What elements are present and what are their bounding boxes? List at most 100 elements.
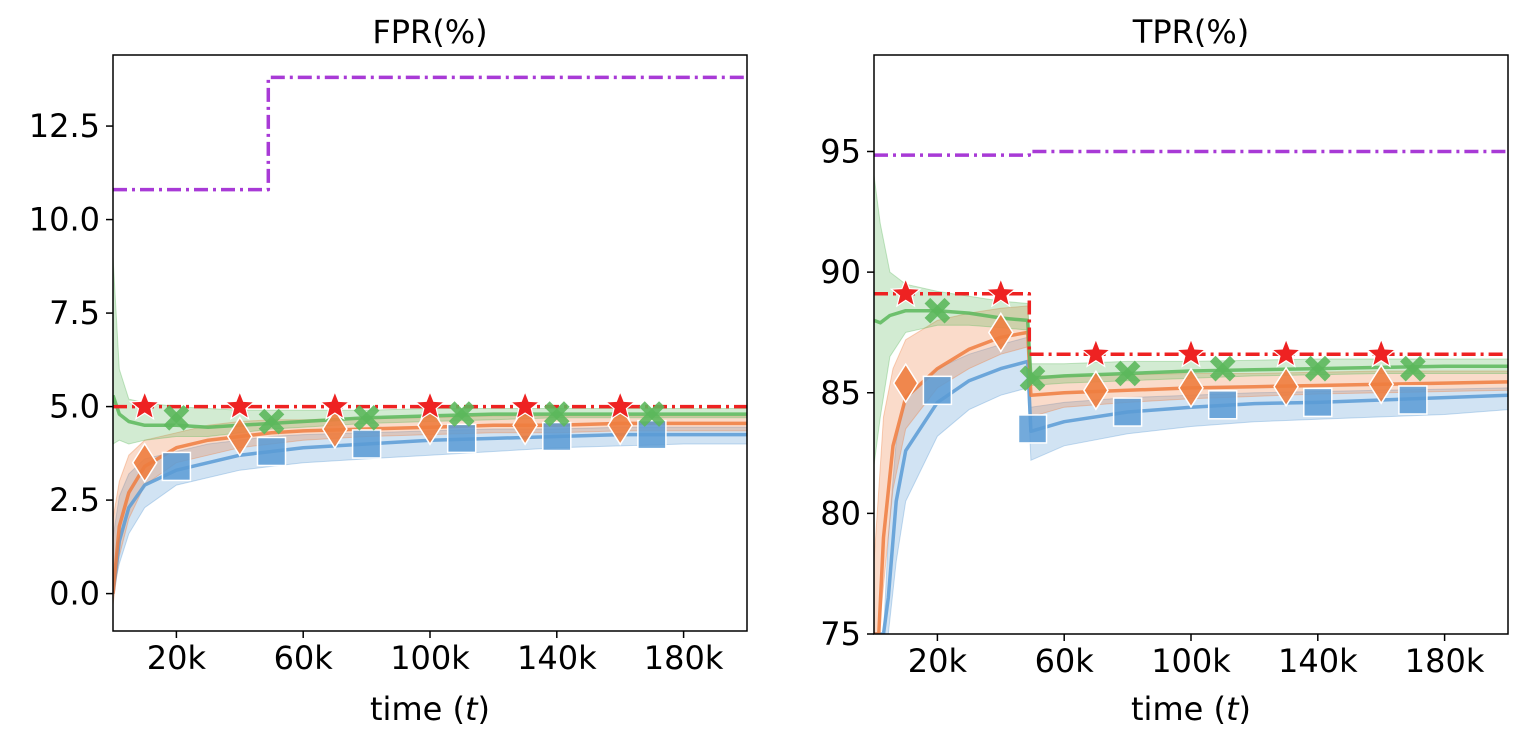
square-marker	[1207, 390, 1238, 420]
x-tick-label: 100k	[390, 639, 470, 677]
axes-frame	[112, 54, 748, 632]
star-marker	[1270, 337, 1302, 368]
x-tick-label: 60k	[274, 639, 334, 677]
x-tick-label: 100k	[1151, 642, 1231, 680]
square-marker	[1017, 414, 1048, 444]
x-axis-label-suffix: )	[1239, 690, 1251, 728]
x-marker-stroke	[1209, 355, 1236, 382]
blue-square-line	[113, 432, 747, 594]
square-marker	[637, 419, 667, 450]
star-marker	[509, 389, 541, 421]
plot-area	[113, 75, 747, 605]
diamond-marker	[131, 442, 158, 484]
x-marker	[1114, 360, 1141, 387]
star-marker	[984, 277, 1017, 308]
star-marker	[319, 389, 351, 421]
x-tick-label: 20k	[908, 642, 968, 680]
x-marker-stroke	[258, 408, 285, 435]
x-marker	[639, 401, 665, 427]
fpr-panel: 20k 60k 100k 140k 180k 0.0 2.5 5.0 7.5 10.0 12.5 FP…	[29, 13, 748, 728]
diamond-marker	[987, 312, 1014, 353]
x-marker	[1304, 355, 1331, 382]
x-marker-stroke	[1114, 360, 1141, 387]
star-marker	[223, 389, 256, 421]
x-marker	[163, 404, 190, 431]
square-marker	[446, 423, 477, 454]
x-tick-label: 20k	[147, 639, 207, 677]
y-tick-label: 75	[820, 615, 861, 653]
x-tick-label: 60k	[1035, 642, 1095, 680]
x-marker-stroke	[1400, 355, 1426, 382]
x-axis-label-suffix: )	[478, 690, 490, 728]
purple-dashdot-line	[113, 75, 747, 192]
x-tick-label: 140k	[1278, 642, 1358, 680]
y-tick-label: 5.0	[49, 388, 100, 426]
x-marker	[1400, 355, 1426, 382]
star-marker	[1080, 337, 1112, 368]
x-marker-stroke	[353, 404, 380, 431]
x-axis-label-variable: t	[1226, 690, 1240, 728]
chart-title: TPR(%)	[1132, 13, 1249, 51]
purple-dashdot-line	[874, 149, 1508, 157]
diamond-marker	[1368, 363, 1395, 405]
x-marker-stroke	[639, 401, 665, 427]
square-marker	[161, 451, 192, 482]
x-axis-label-prefix: time (	[370, 690, 465, 728]
x-marker	[353, 404, 380, 431]
star-marker	[604, 389, 637, 421]
square-marker	[1112, 397, 1143, 427]
x-axis-label: time (t)	[370, 690, 490, 728]
x-axis-label: time (t)	[1131, 690, 1251, 728]
diamond-marker	[322, 408, 348, 450]
y-tick-label: 95	[820, 133, 861, 171]
y-tick-label: 90	[820, 253, 861, 291]
x-marker-stroke	[543, 401, 570, 427]
star-marker	[1365, 337, 1398, 368]
diamond-marker	[1083, 369, 1109, 411]
x-marker	[258, 408, 285, 435]
diamond-marker	[226, 416, 253, 457]
square-marker	[1398, 385, 1428, 415]
diamond-marker	[1273, 366, 1299, 408]
y-tick-label: 10.0	[29, 201, 100, 239]
x-tick-label: 180k	[1405, 642, 1485, 680]
y-tick-label: 12.5	[29, 107, 100, 145]
square-marker	[542, 421, 572, 452]
square-marker	[256, 436, 287, 467]
chart-title: FPR(%)	[372, 13, 487, 51]
x-marker	[924, 297, 951, 324]
x-marker-stroke	[163, 404, 190, 431]
x-marker	[1209, 355, 1236, 382]
y-tick-label: 80	[820, 494, 861, 532]
x-marker	[1019, 365, 1046, 392]
star-marker	[1175, 337, 1207, 368]
square-marker	[922, 375, 953, 406]
y-tick-label: 85	[820, 374, 861, 412]
y-tick-label: 7.5	[49, 294, 100, 332]
x-tick-label: 140k	[517, 639, 597, 677]
x-marker-stroke	[1019, 365, 1046, 392]
orange-diamond-line	[113, 421, 747, 594]
diamond-marker	[1178, 367, 1204, 409]
star-marker	[889, 277, 922, 308]
blue-square-band	[874, 336, 1508, 634]
green-x-line	[113, 394, 747, 429]
x-marker-stroke	[924, 297, 951, 324]
tpr-panel: 20k 60k 100k 140k 180k 75 80 85 90 95 TPR(%) time (…	[820, 13, 1509, 728]
star-marker	[128, 389, 161, 421]
plot-area	[874, 149, 1508, 634]
star-marker	[414, 389, 446, 421]
y-tick-label: 0.0	[49, 575, 100, 613]
square-marker	[1303, 387, 1333, 418]
x-marker	[448, 401, 475, 427]
blue-square-band	[113, 426, 747, 594]
x-marker-stroke	[1304, 355, 1331, 382]
y-tick-label: 2.5	[49, 481, 100, 519]
diamond-marker	[892, 362, 919, 404]
x-axis-label-prefix: time (	[1131, 690, 1226, 728]
x-tick-label: 180k	[644, 639, 724, 677]
x-marker	[543, 401, 570, 427]
x-marker-stroke	[448, 401, 475, 427]
square-marker	[351, 429, 382, 459]
